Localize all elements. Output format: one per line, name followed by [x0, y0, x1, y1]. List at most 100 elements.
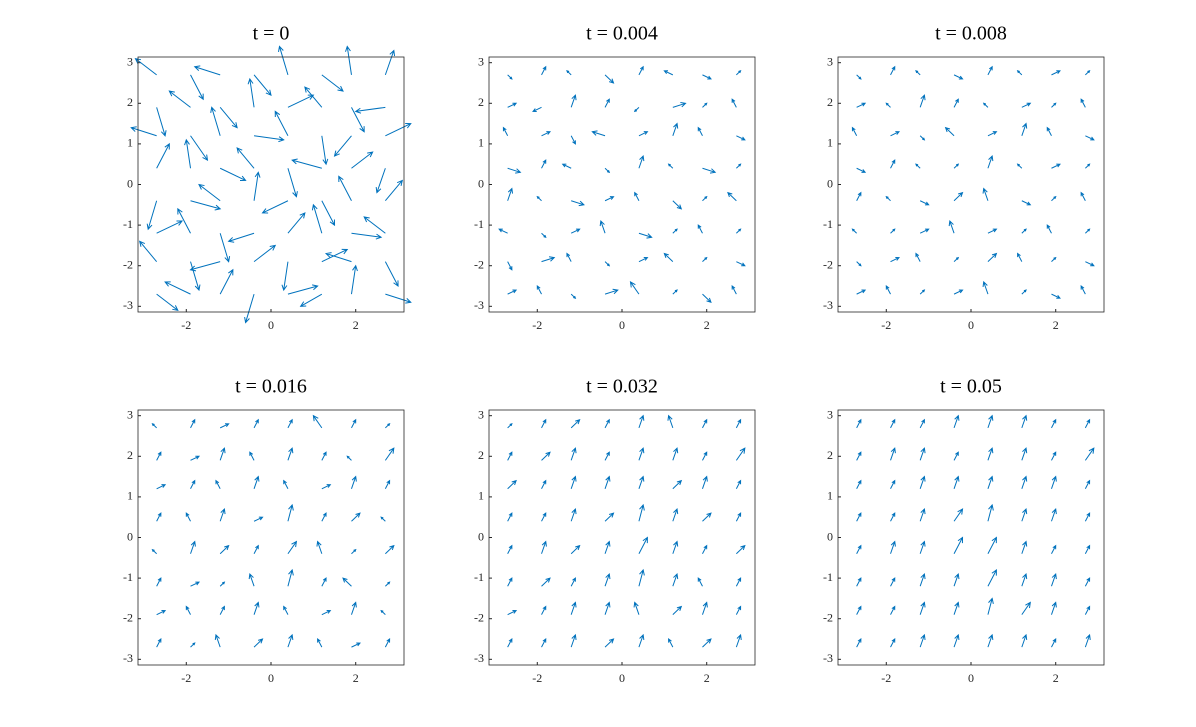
- arrow: [138, 240, 158, 262]
- arrow: [210, 106, 221, 136]
- arrow: [130, 126, 157, 137]
- arrow: [987, 633, 994, 648]
- panel: t = 0.032 -2 0 2 -3 -2 -1 0 1 2 3: [474, 376, 756, 685]
- axes-box: [488, 409, 756, 666]
- arrow: [1051, 638, 1057, 648]
- arrow: [731, 285, 737, 295]
- arrow: [219, 508, 226, 522]
- arrow: [638, 414, 645, 429]
- arrow: [856, 418, 862, 429]
- arrow: [498, 228, 508, 234]
- arrow: [321, 200, 336, 227]
- arrow: [156, 484, 167, 490]
- arrow: [541, 65, 547, 76]
- arrow: [156, 293, 179, 312]
- arrow: [638, 65, 644, 76]
- y-tick-label: 1: [478, 136, 484, 150]
- arrow: [190, 455, 201, 461]
- arrow: [885, 102, 891, 108]
- arrow: [1084, 633, 1091, 648]
- arrow: [253, 544, 259, 554]
- arrow: [156, 107, 167, 137]
- arrow: [214, 633, 221, 648]
- x-tick-label: 0: [268, 671, 274, 685]
- arrow: [541, 232, 547, 239]
- arrow: [1084, 479, 1091, 490]
- arrow: [541, 577, 551, 587]
- arrow: [987, 131, 998, 137]
- y-tick-label: 0: [478, 529, 484, 543]
- arrow: [351, 512, 361, 522]
- arrow: [541, 512, 547, 522]
- arrow: [1085, 135, 1095, 141]
- arrow: [570, 135, 576, 145]
- arrow: [638, 447, 645, 461]
- arrow: [604, 261, 611, 267]
- arrow: [672, 200, 683, 210]
- arrow: [287, 633, 294, 648]
- y-tick-label: -1: [474, 570, 484, 584]
- y-tick-label: 2: [127, 95, 133, 109]
- arrow: [156, 512, 162, 522]
- arrow: [1046, 126, 1052, 137]
- arrow: [384, 179, 404, 202]
- arrow: [919, 418, 925, 429]
- y-tick-label: -1: [823, 217, 833, 231]
- arrow: [663, 252, 674, 263]
- arrow: [244, 293, 255, 324]
- y-tick-label: 2: [827, 95, 833, 109]
- arrow: [736, 135, 746, 141]
- arrow: [638, 503, 645, 522]
- arrow: [1021, 200, 1032, 206]
- arrow: [919, 94, 926, 108]
- arrow: [384, 479, 391, 490]
- arrow: [1051, 418, 1057, 429]
- arrow: [321, 451, 327, 461]
- arrow: [316, 540, 323, 554]
- arrow: [735, 512, 742, 522]
- arrow: [219, 581, 226, 587]
- arrow: [190, 74, 204, 101]
- arrow: [1084, 512, 1091, 522]
- arrow: [541, 418, 547, 429]
- arrow: [702, 256, 708, 263]
- arrow: [987, 597, 994, 615]
- arrow: [633, 106, 640, 113]
- arrow: [261, 200, 289, 214]
- arrow: [987, 155, 994, 169]
- arrow: [982, 102, 989, 108]
- y-tick-label: 3: [827, 407, 833, 421]
- x-tick-label: 0: [268, 318, 274, 332]
- y-tick-label: -2: [823, 257, 833, 271]
- arrow: [1051, 102, 1057, 108]
- arrow: [541, 638, 547, 648]
- arrow: [702, 451, 708, 461]
- arrow: [219, 447, 226, 461]
- arrow: [1085, 261, 1095, 267]
- y-tick-label: 0: [827, 176, 833, 190]
- panel-title: t = 0.016: [235, 376, 307, 398]
- arrow: [541, 479, 547, 490]
- arrow: [1080, 191, 1086, 201]
- arrow: [193, 65, 221, 76]
- arrow: [189, 261, 221, 272]
- arrow: [1084, 544, 1091, 554]
- arrow: [570, 601, 577, 615]
- arrow: [351, 642, 361, 648]
- panel-title: t = 0.004: [586, 23, 658, 45]
- arrow: [736, 163, 742, 169]
- arrow: [384, 49, 396, 76]
- arrow: [890, 228, 896, 234]
- arrow: [856, 74, 862, 80]
- arrow: [919, 228, 930, 234]
- arrow: [919, 447, 926, 461]
- arrow: [570, 475, 577, 489]
- arrow: [591, 130, 606, 137]
- y-tick-label: -3: [823, 298, 833, 312]
- arrow: [570, 228, 581, 234]
- arrow: [667, 414, 674, 429]
- arrow: [604, 451, 610, 461]
- arrow: [541, 451, 551, 461]
- arrow: [287, 284, 319, 295]
- arrow: [1021, 228, 1027, 234]
